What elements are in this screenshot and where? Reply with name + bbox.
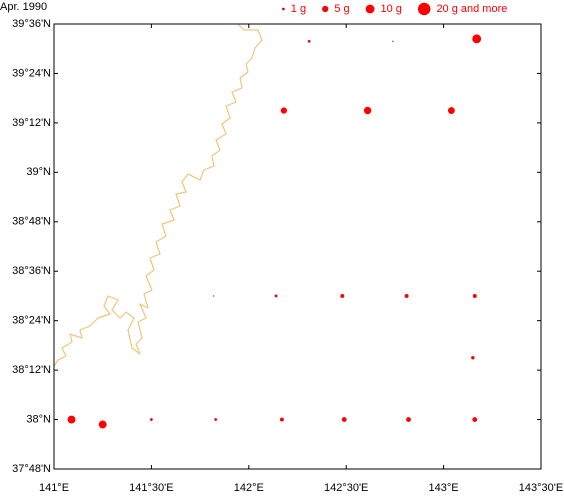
sample-dot — [392, 40, 394, 43]
sample-dot — [471, 356, 475, 360]
sample-dot — [404, 293, 409, 298]
y-tick-label: 38°24'N — [12, 315, 51, 327]
x-tick-label: 143°E — [429, 482, 459, 494]
sample-dot — [472, 293, 477, 298]
sample-dot — [280, 107, 287, 114]
x-tick-label: 142°30'E — [324, 482, 368, 494]
sample-dot — [472, 417, 478, 422]
y-tick-label: 39°12'N — [12, 117, 51, 129]
x-tick-label: 141°30'E — [129, 482, 173, 494]
plot-area — [54, 24, 541, 469]
legend-symbol — [282, 7, 285, 11]
legend-label: 20 g and more — [436, 3, 507, 15]
sample-dot — [150, 418, 153, 421]
sample-dot — [212, 295, 215, 297]
y-tick-label: 38°48'N — [12, 216, 51, 228]
sample-dot — [406, 417, 411, 422]
sample-dot — [214, 418, 218, 421]
legend-label: 10 g — [381, 3, 402, 15]
sample-dot — [341, 417, 347, 422]
y-tick-label: 39°N — [26, 166, 51, 178]
sample-dot — [363, 106, 372, 115]
coastline — [53, 23, 263, 367]
chart-title: Apr. 1990 — [0, 1, 47, 13]
sample-dot — [307, 39, 311, 43]
legend-label: 5 g — [334, 3, 349, 15]
sample-dot — [67, 415, 76, 424]
x-tick-label: 143°30'E — [519, 482, 563, 494]
y-tick-label: 39°36'N — [12, 18, 51, 30]
sample-dot — [472, 34, 482, 44]
sample-dot — [279, 417, 284, 422]
y-tick-label: 38°N — [26, 413, 51, 425]
plot-frame — [53, 23, 542, 470]
y-tick-label: 38°36'N — [12, 265, 51, 277]
sample-dot — [447, 107, 455, 114]
y-tick-label: 39°24'N — [12, 67, 51, 79]
x-tick-label: 142°E — [234, 482, 264, 494]
legend-symbol — [322, 5, 329, 13]
sample-dot — [98, 420, 107, 429]
sample-dot — [274, 294, 278, 298]
y-tick-label: 37°48'N — [12, 463, 51, 475]
sample-dot — [340, 293, 345, 298]
legend-symbol — [365, 4, 375, 14]
y-tick-label: 38°12'N — [12, 364, 51, 376]
legend-label: 1 g — [291, 3, 306, 15]
x-tick-label: 141°E — [39, 482, 69, 494]
legend-symbol — [417, 2, 431, 16]
